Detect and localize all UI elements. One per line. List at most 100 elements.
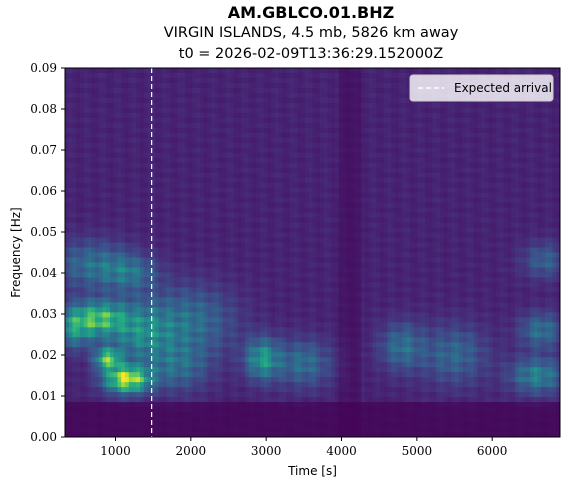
heatmap-cell xyxy=(301,137,306,144)
heatmap-cell xyxy=(128,332,134,338)
heatmap-cell xyxy=(170,272,175,279)
heatmap-cell xyxy=(136,237,141,244)
heatmap-cell xyxy=(248,77,254,84)
heatmap-cell xyxy=(248,102,254,109)
heatmap-cell xyxy=(113,77,119,84)
heatmap-cell xyxy=(226,272,231,279)
heatmap-cell xyxy=(297,287,302,293)
heatmap-cell xyxy=(286,297,291,303)
heatmap-cell xyxy=(275,147,280,154)
heatmap-cell xyxy=(147,87,152,94)
heatmap-cell xyxy=(290,247,295,254)
heatmap-cell xyxy=(312,357,317,363)
heatmap-cell xyxy=(290,92,295,99)
heatmap-cell xyxy=(200,152,205,159)
heatmap-cell xyxy=(290,317,295,323)
heatmap-cell xyxy=(218,267,224,274)
heatmap-cell xyxy=(192,187,197,194)
heatmap-cell xyxy=(263,247,269,254)
heatmap-cell xyxy=(245,282,250,289)
heatmap-cell xyxy=(83,367,89,373)
heatmap-cell xyxy=(200,157,205,164)
heatmap-cell xyxy=(125,97,130,104)
heatmap-cell xyxy=(177,87,182,94)
heatmap-cell xyxy=(170,192,175,199)
heatmap-cell xyxy=(155,237,160,244)
heatmap-cell xyxy=(297,87,302,94)
heatmap-cell xyxy=(286,357,291,363)
heatmap-cell xyxy=(185,167,190,174)
heatmap-cell xyxy=(68,92,74,99)
heatmap-cell xyxy=(316,132,321,139)
heatmap-cell xyxy=(293,252,299,259)
heatmap-cell xyxy=(271,427,276,433)
heatmap-cell xyxy=(177,297,182,303)
heatmap-cell xyxy=(128,377,134,383)
heatmap-cell xyxy=(252,187,257,194)
heatmap-cell xyxy=(260,92,265,99)
heatmap-cell xyxy=(143,222,149,229)
heatmap-cell xyxy=(76,257,81,264)
heatmap-cell xyxy=(301,337,306,343)
heatmap-cell xyxy=(132,182,137,189)
heatmap-cell xyxy=(117,237,122,244)
heatmap-cell xyxy=(128,112,134,119)
heatmap-cell xyxy=(173,392,179,398)
heatmap-cell xyxy=(312,202,317,209)
heatmap-cell xyxy=(286,372,291,378)
heatmap-cell xyxy=(181,162,186,169)
heatmap-cell xyxy=(260,107,265,114)
heatmap-cell xyxy=(110,357,115,363)
heatmap-cell xyxy=(286,292,291,298)
heatmap-cell xyxy=(312,292,317,298)
heatmap-cell xyxy=(233,82,239,89)
heatmap-cell xyxy=(185,127,190,134)
heatmap-cell xyxy=(95,217,100,224)
heatmap-cell xyxy=(125,312,130,318)
heatmap-cell xyxy=(125,392,130,398)
heatmap-cell xyxy=(110,367,115,373)
heatmap-cell xyxy=(151,102,156,109)
heatmap-cell xyxy=(312,377,317,383)
heatmap-cell xyxy=(237,362,242,368)
heatmap-cell xyxy=(80,157,85,164)
heatmap-cell xyxy=(207,277,212,284)
heatmap-cell xyxy=(245,352,250,358)
heatmap-cell xyxy=(128,432,134,437)
heatmap-cell xyxy=(140,82,145,89)
heatmap-cell xyxy=(218,202,224,209)
heatmap-cell xyxy=(151,372,156,378)
heatmap-cell xyxy=(297,197,302,204)
heatmap-cell xyxy=(312,262,317,269)
heatmap-cell xyxy=(151,162,156,169)
heatmap-cell xyxy=(241,312,246,318)
heatmap-cell xyxy=(117,387,122,393)
heatmap-cell xyxy=(215,157,220,164)
heatmap-cell xyxy=(158,312,164,318)
heatmap-cell xyxy=(215,162,220,169)
heatmap-cell xyxy=(316,102,321,109)
heatmap-cell xyxy=(155,257,160,264)
heatmap-cell xyxy=(305,417,310,423)
heatmap-cell xyxy=(155,322,160,328)
heatmap-cell xyxy=(215,122,220,129)
heatmap-cell xyxy=(196,387,201,393)
heatmap-cell xyxy=(177,137,182,144)
heatmap-cell xyxy=(143,147,149,154)
heatmap-cell xyxy=(256,332,261,338)
heatmap-cell xyxy=(121,317,126,323)
heatmap-cell xyxy=(147,262,152,269)
heatmap-cell xyxy=(312,327,317,333)
heatmap-cell xyxy=(196,117,201,124)
heatmap-cell xyxy=(65,157,70,164)
heatmap-cell xyxy=(260,402,265,408)
heatmap-cell xyxy=(155,267,160,274)
heatmap-cell xyxy=(293,427,299,433)
heatmap-cell xyxy=(267,352,272,358)
heatmap-cell xyxy=(95,302,100,308)
heatmap-cell xyxy=(248,222,254,229)
heatmap-cell xyxy=(267,102,272,109)
heatmap-cell xyxy=(282,247,287,254)
heatmap-cell xyxy=(76,337,81,343)
heatmap-cell xyxy=(72,68,77,74)
